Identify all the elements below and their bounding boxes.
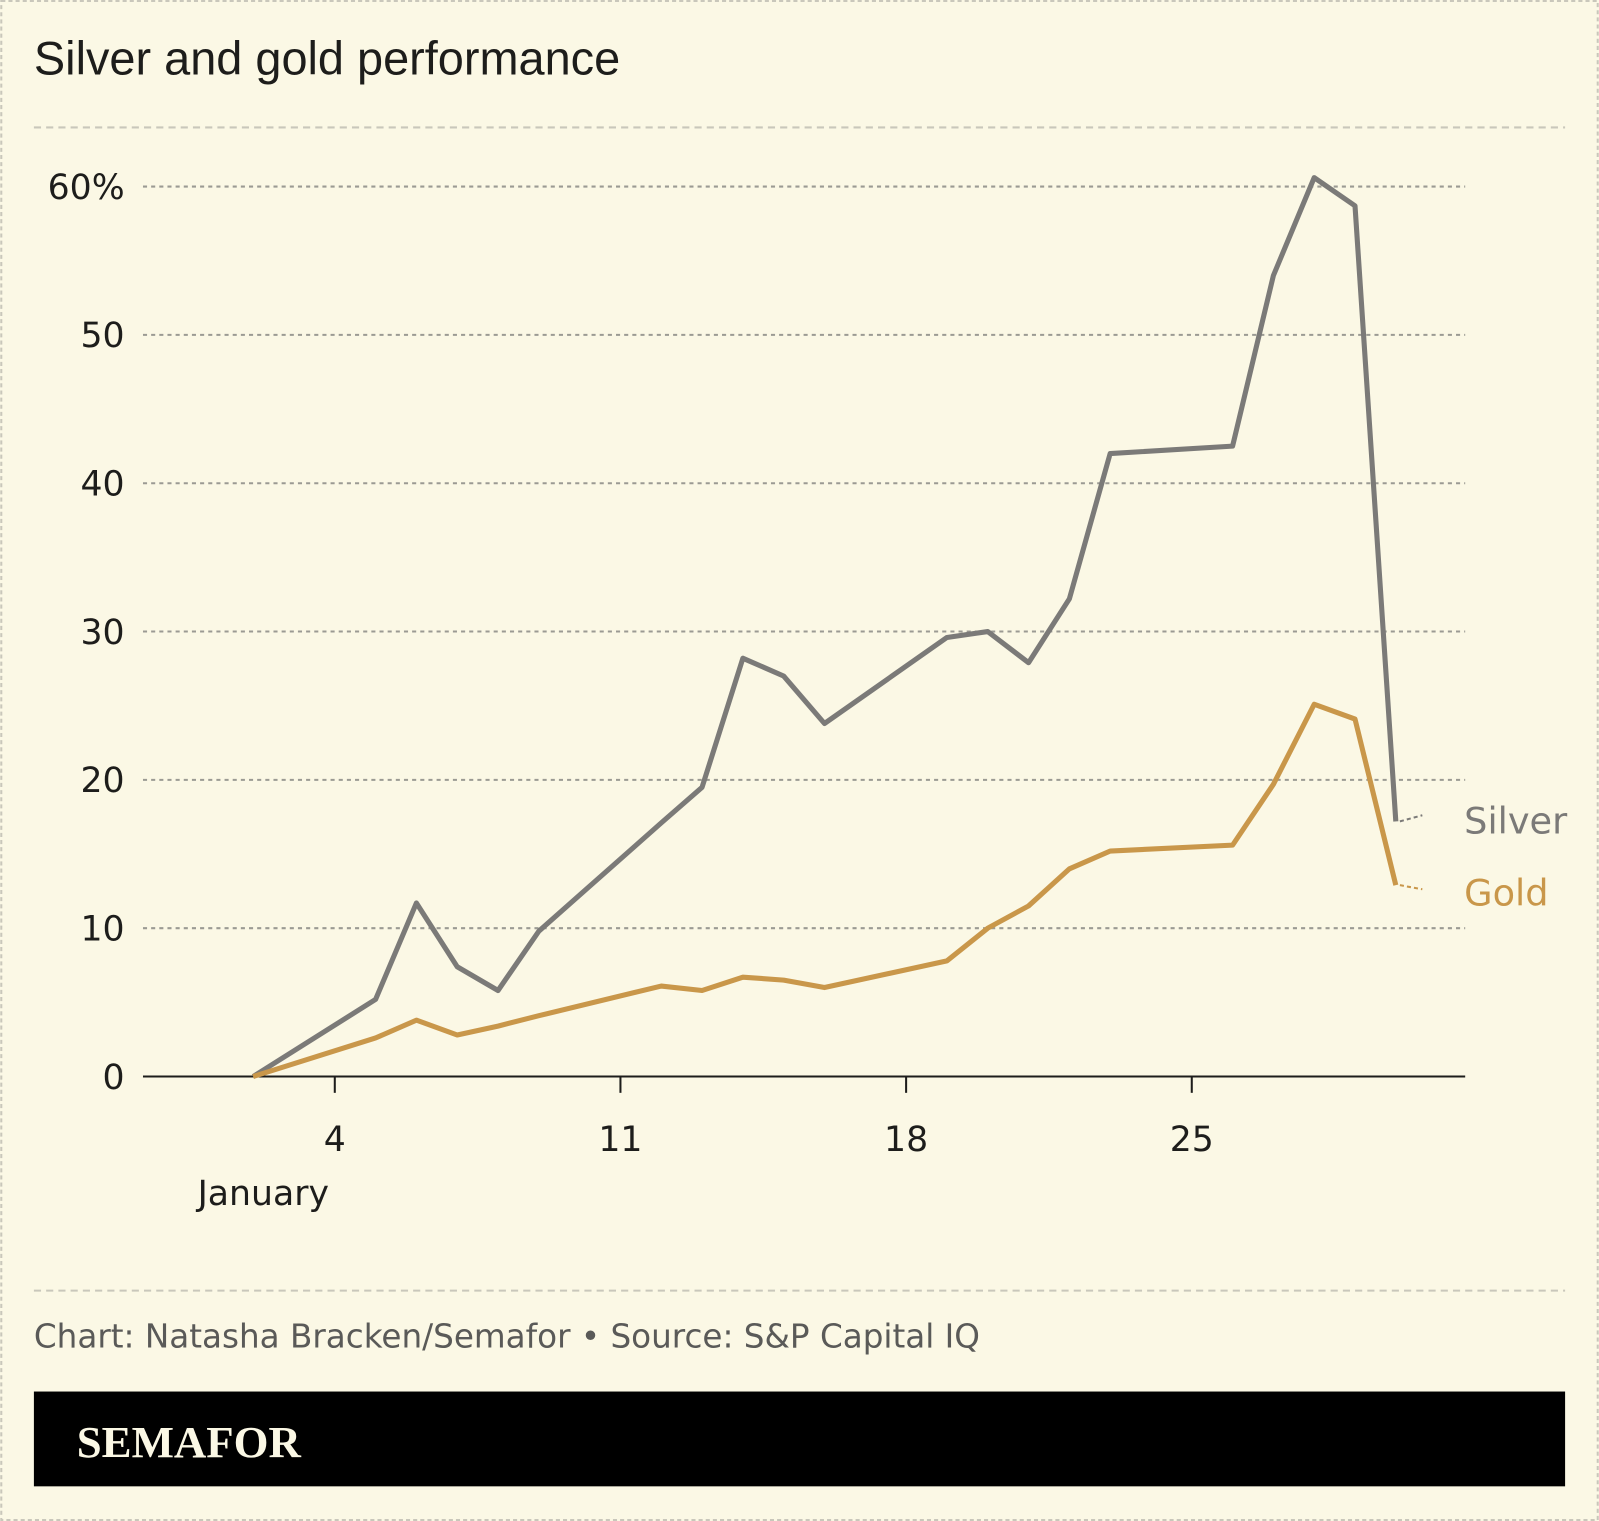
gridlines bbox=[142, 185, 1466, 930]
x-axis-ticks: 4 11 18 25 bbox=[324, 1076, 1214, 1160]
silver-line bbox=[251, 175, 1399, 1079]
x-tick-label: 4 bbox=[324, 1120, 346, 1160]
chart-title: Silver and gold performance bbox=[34, 32, 620, 84]
y-tick-label: 60% bbox=[48, 168, 125, 208]
footer-bar bbox=[33, 1391, 1566, 1487]
y-tick-label: 0 bbox=[103, 1058, 125, 1098]
y-tick-label: 50 bbox=[81, 316, 125, 356]
x-tick-label: 18 bbox=[884, 1120, 928, 1160]
credit-line: Chart: Natasha Bracken/Semafor • Source:… bbox=[34, 1318, 980, 1356]
y-tick-label: 20 bbox=[81, 761, 125, 801]
silver-label-leader bbox=[1399, 814, 1423, 823]
gold-label-leader bbox=[1399, 884, 1423, 891]
x-tick-label: 25 bbox=[1170, 1120, 1214, 1160]
gold-series-label: Gold bbox=[1464, 872, 1548, 915]
x-month-label: January bbox=[196, 1174, 329, 1214]
series-lines: Silver Gold bbox=[251, 175, 1568, 1079]
y-tick-label: 10 bbox=[81, 909, 125, 949]
x-tick-label: 11 bbox=[598, 1120, 642, 1160]
y-tick-label: 40 bbox=[81, 464, 125, 504]
y-tick-label: 30 bbox=[81, 613, 125, 653]
silver-series-label: Silver bbox=[1464, 800, 1568, 843]
semafor-logo: SEMAFOR bbox=[77, 1417, 302, 1467]
gold-line bbox=[252, 701, 1399, 1079]
y-axis-ticks: 0 10 20 30 40 50 60% bbox=[48, 168, 125, 1098]
